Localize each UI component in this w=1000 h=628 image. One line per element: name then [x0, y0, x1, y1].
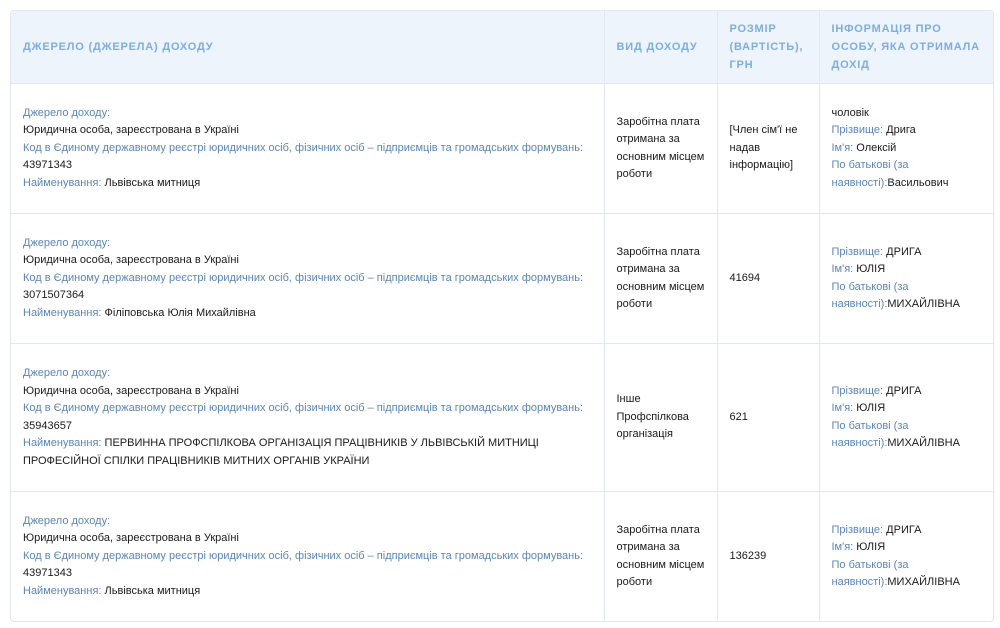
name-value: Львівська митниця: [104, 176, 201, 189]
income-type-cell: Заробітна плата отримана за основним міс…: [603, 491, 717, 621]
income-type-cell: Заробітна плата отримана за основним міс…: [603, 83, 717, 214]
amount-cell: 621: [716, 343, 819, 492]
name-label: Найменування:: [23, 176, 102, 189]
recipient-cell: чоловік Прізвище: Дрига Ім'я: Олексій По…: [818, 83, 993, 214]
patronymic-value: МИХАЙЛІВНА: [887, 437, 960, 449]
patronymic-label: По батькові (за наявності):: [831, 558, 909, 589]
income-table-container: ДЖЕРЕЛО (ДЖЕРЕЛА) ДОХОДУ ВИД ДОХОДУ РОЗМ…: [10, 10, 994, 622]
patronymic-value: МИХАЙЛІВНА: [887, 576, 960, 588]
patronymic-value: МИХАЙЛІВНА: [887, 298, 960, 310]
header-amount: РОЗМІР (ВАРТІСТЬ), ГРН: [716, 11, 819, 84]
surname-label: Прізвище:: [831, 384, 884, 397]
table-row: Джерело доходу: Юридична особа, зареєстр…: [11, 213, 993, 344]
source-type: Юридична особа, зареєстрована в Україні: [23, 124, 239, 137]
patronymic-value: Васильович: [887, 176, 949, 189]
recipient-cell: Прізвище: ДРИГА Ім'я: ЮЛІЯ По батькові (…: [818, 343, 993, 492]
source-type: Юридична особа, зареєстрована в Україні: [23, 384, 239, 397]
recipient-cell: Прізвище: ДРИГА Ім'я: ЮЛІЯ По батькові (…: [818, 213, 993, 344]
source-label: Джерело доходу:: [23, 236, 111, 249]
patronymic-label: По батькові (за наявності):: [831, 419, 909, 450]
surname-label: Прізвище:: [831, 245, 884, 258]
table-row: Джерело доходу: Юридична особа, зареєстр…: [11, 83, 993, 214]
table-row: Джерело доходу: Юридична особа, зареєстр…: [11, 343, 993, 492]
patronymic-label: По батькові (за наявності):: [831, 159, 909, 189]
source-cell: Джерело доходу: Юридична особа, зареєстр…: [11, 343, 604, 492]
surname-value: ДРИГА: [886, 384, 922, 397]
income-type-cell: Інше Профспілкова організація: [603, 343, 717, 492]
amount-cell: 136239: [716, 491, 819, 621]
source-cell: Джерело доходу: Юридична особа, зареєстр…: [11, 213, 604, 344]
first-name-label: Ім'я:: [831, 263, 854, 275]
name-label: Найменування:: [23, 584, 102, 597]
table-header-row: ДЖЕРЕЛО (ДЖЕРЕЛА) ДОХОДУ ВИД ДОХОДУ РОЗМ…: [11, 11, 993, 84]
source-label: Джерело доходу:: [23, 106, 111, 119]
code-value: 43971343: [23, 159, 72, 172]
code-label: Код в Єдиному державному реєстрі юридичн…: [23, 549, 584, 562]
surname-label: Прізвище:: [831, 124, 884, 137]
surname-label: Прізвище:: [831, 523, 884, 536]
source-type: Юридична особа, зареєстрована в Україні: [23, 532, 239, 545]
first-name-value: ЮЛІЯ: [856, 402, 886, 414]
surname-value: Дрига: [886, 124, 916, 137]
code-label: Код в Єдиному державному реєстрі юридичн…: [23, 402, 584, 414]
recipient-cell: Прізвище: ДРИГА Ім'я: ЮЛІЯ По батькові (…: [818, 491, 993, 621]
header-income-type: ВИД ДОХОДУ: [603, 11, 717, 84]
income-table: ДЖЕРЕЛО (ДЖЕРЕЛА) ДОХОДУ ВИД ДОХОДУ РОЗМ…: [11, 11, 993, 621]
first-name-label: Ім'я:: [831, 402, 854, 414]
surname-value: ДРИГА: [886, 245, 922, 258]
source-cell: Джерело доходу: Юридична особа, зареєстр…: [11, 83, 604, 214]
code-value: 43971343: [23, 567, 72, 580]
source-type: Юридична особа, зареєстрована в Україні: [23, 254, 239, 267]
source-cell: Джерело доходу: Юридична особа, зареєстр…: [11, 491, 604, 621]
name-label: Найменування:: [23, 306, 102, 319]
patronymic-label: По батькові (за наявності):: [831, 280, 909, 311]
surname-value: ДРИГА: [886, 523, 922, 536]
first-name-label: Ім'я:: [831, 141, 854, 154]
name-value: Філіповська Юлія Михайлівна: [104, 306, 256, 319]
name-label: Найменування:: [23, 437, 102, 449]
code-value: 3071507364: [23, 289, 85, 302]
code-label: Код в Єдиному державному реєстрі юридичн…: [23, 141, 584, 154]
relation: чоловік: [831, 106, 869, 119]
source-label: Джерело доходу:: [23, 514, 111, 527]
first-name-value: ЮЛІЯ: [856, 263, 886, 275]
header-recipient: ІНФОРМАЦІЯ ПРО ОСОБУ, ЯКА ОТРИМАЛА ДОХІД: [818, 11, 993, 84]
code-label: Код в Єдиному державному реєстрі юридичн…: [23, 271, 584, 284]
table-row: Джерело доходу: Юридична особа, зареєстр…: [11, 491, 993, 621]
amount-cell: 41694: [716, 213, 819, 344]
name-value: Львівська митниця: [104, 584, 201, 597]
source-label: Джерело доходу:: [23, 367, 111, 379]
amount-cell: [Член сім'ї не надав інформацію]: [716, 83, 819, 214]
first-name-label: Ім'я:: [831, 541, 854, 553]
income-type-cell: Заробітна плата отримана за основним міс…: [603, 213, 717, 344]
code-value: 35943657: [23, 419, 72, 432]
name-value: ПЕРВИННА ПРОФСПІЛКОВА ОРГАНІЗАЦІЯ ПРАЦІВ…: [23, 437, 539, 467]
first-name-value: Олексій: [856, 141, 897, 154]
first-name-value: ЮЛІЯ: [856, 541, 886, 553]
header-source: ДЖЕРЕЛО (ДЖЕРЕЛА) ДОХОДУ: [11, 11, 604, 84]
